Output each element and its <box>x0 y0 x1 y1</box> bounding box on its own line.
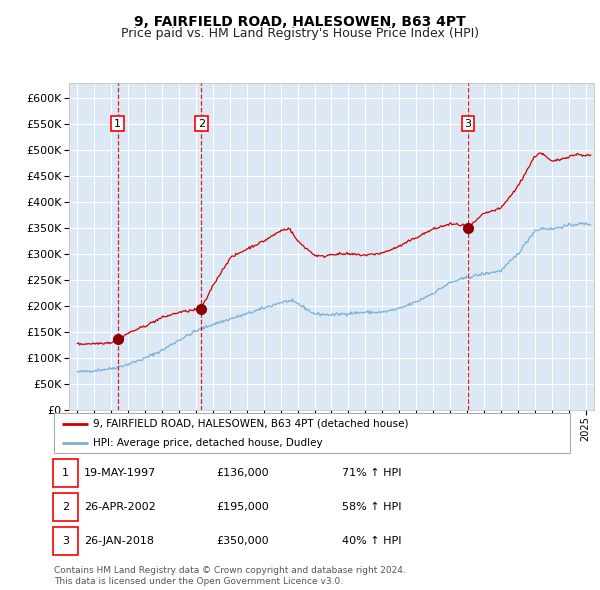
Text: 26-JAN-2018: 26-JAN-2018 <box>84 536 154 546</box>
Text: HPI: Average price, detached house, Dudley: HPI: Average price, detached house, Dudl… <box>92 438 322 448</box>
Text: 3: 3 <box>464 119 472 129</box>
Text: Price paid vs. HM Land Registry's House Price Index (HPI): Price paid vs. HM Land Registry's House … <box>121 27 479 40</box>
Text: 9, FAIRFIELD ROAD, HALESOWEN, B63 4PT: 9, FAIRFIELD ROAD, HALESOWEN, B63 4PT <box>134 15 466 30</box>
Text: Contains HM Land Registry data © Crown copyright and database right 2024.
This d: Contains HM Land Registry data © Crown c… <box>54 566 406 586</box>
Text: 71% ↑ HPI: 71% ↑ HPI <box>342 468 401 477</box>
Text: £195,000: £195,000 <box>216 502 269 512</box>
Text: 1: 1 <box>114 119 121 129</box>
Text: 2: 2 <box>198 119 205 129</box>
Text: 58% ↑ HPI: 58% ↑ HPI <box>342 502 401 512</box>
Text: £350,000: £350,000 <box>216 536 269 546</box>
Text: 26-APR-2002: 26-APR-2002 <box>84 502 156 512</box>
Text: £136,000: £136,000 <box>216 468 269 477</box>
FancyBboxPatch shape <box>54 413 570 453</box>
Text: 9, FAIRFIELD ROAD, HALESOWEN, B63 4PT (detached house): 9, FAIRFIELD ROAD, HALESOWEN, B63 4PT (d… <box>92 419 408 429</box>
Text: 2: 2 <box>62 502 69 512</box>
Text: 3: 3 <box>62 536 69 546</box>
Text: 19-MAY-1997: 19-MAY-1997 <box>84 468 156 477</box>
Text: 1: 1 <box>62 468 69 477</box>
Text: 40% ↑ HPI: 40% ↑ HPI <box>342 536 401 546</box>
